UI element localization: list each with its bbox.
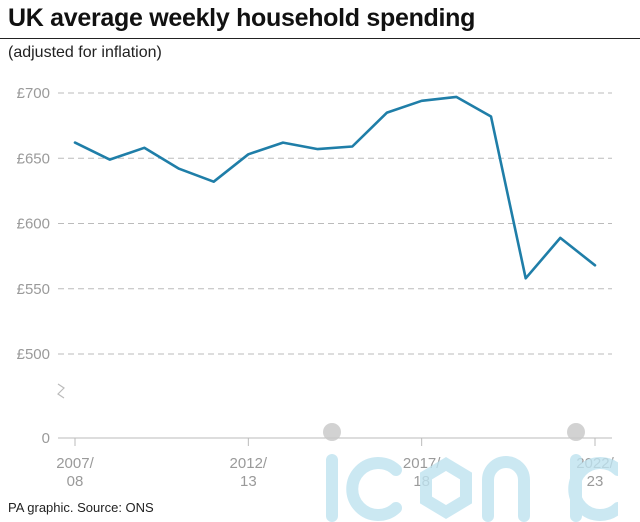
y-tick-label: £500 <box>17 346 50 363</box>
x-tick-label: 2017/18 <box>403 455 441 490</box>
y-tick-label: 0 <box>42 430 50 447</box>
y-tick-label: £600 <box>17 216 50 233</box>
series-line <box>73 95 597 280</box>
x-axis: 2007/08 2012/13 2017/18 2022/23 <box>56 438 615 490</box>
series-layer <box>73 95 597 280</box>
chart-subtitle: (adjusted for inflation) <box>8 44 162 61</box>
y-axis: £700 £650 £600 £550 £500 0 <box>17 85 65 447</box>
x-tick-label-line2: 13 <box>240 473 257 490</box>
x-tick-label-line1: 2007/ <box>56 455 94 472</box>
x-tick-label-line1: 2022/ <box>576 455 614 472</box>
x-tick-label: 2022/23 <box>576 455 614 490</box>
y-tick-label: £650 <box>17 150 50 167</box>
gridlines <box>58 92 612 439</box>
title-divider <box>0 38 640 39</box>
x-tick-label-line1: 2012/ <box>230 455 268 472</box>
x-tick-label-line2: 18 <box>413 473 430 490</box>
x-tick-label-line1: 2017/ <box>403 455 441 472</box>
y-tick-label: £550 <box>17 281 50 298</box>
x-tick-label-line2: 23 <box>587 473 604 490</box>
source-note: PA graphic. Source: ONS <box>8 500 154 515</box>
chart-title: UK average weekly household spending <box>8 4 476 32</box>
x-tick-label-line2: 08 <box>67 473 84 490</box>
y-tick-label: £700 <box>17 85 50 102</box>
axis-break-mark <box>57 383 65 399</box>
x-tick-label: 2007/08 <box>56 455 94 490</box>
x-tick-label: 2012/13 <box>230 455 268 490</box>
